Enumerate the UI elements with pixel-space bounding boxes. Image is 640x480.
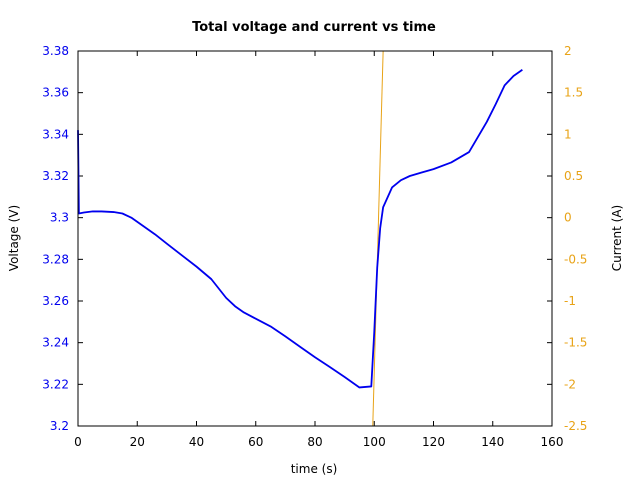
y-tick-label: 3.3	[50, 211, 69, 225]
y-tick-label: 3.38	[42, 44, 69, 58]
y-tick-label: 3.24	[42, 336, 69, 350]
y2-tick-label: -0.5	[564, 252, 587, 266]
y-tick-label: 3.32	[42, 169, 69, 183]
y2-tick-label: 0.5	[564, 169, 583, 183]
x-tick-label: 20	[130, 435, 145, 449]
plot-frame	[77, 50, 553, 427]
y-tick-label: 3.34	[42, 127, 69, 141]
y2-tick-label: 1	[564, 127, 572, 141]
y-axis-ticks: 3.2 3.22 3.24 3.26 3.28 3.3 3.32 3.34 3.36 3.38	[42, 44, 83, 433]
y-axis-label: Voltage (V)	[7, 205, 21, 271]
y2-tick-label: 2	[564, 44, 572, 58]
x-axis-ticks: 0 20 40 60 80 100 120 140 160	[74, 51, 563, 449]
y-tick-label: 3.28	[42, 252, 69, 266]
y2-tick-label: 0	[564, 211, 572, 225]
x-tick-label: 80	[307, 435, 322, 449]
y-tick-label: 3.2	[50, 419, 69, 433]
x-tick-label: 120	[422, 435, 445, 449]
y2-tick-label: -2.5	[564, 419, 587, 433]
voltage-line	[77, 69, 523, 389]
x-tick-label: 0	[74, 435, 82, 449]
chart-title: Total voltage and current vs time	[192, 20, 436, 35]
y2-axis-ticks: -2.5 -2 -1.5 -1 -0.5 0 0.5 1 1.5 2	[547, 44, 587, 433]
x-tick-label: 60	[248, 435, 263, 449]
y2-tick-label: 1.5	[564, 86, 583, 100]
y-tick-label: 3.26	[42, 294, 69, 308]
x-tick-label: 160	[541, 435, 564, 449]
y-tick-label: 3.22	[42, 377, 69, 391]
x-axis-label: time (s)	[291, 462, 338, 476]
x-tick-label: 100	[363, 435, 386, 449]
x-tick-label: 40	[189, 435, 204, 449]
current-line	[372, 50, 384, 427]
y-tick-label: 3.36	[42, 86, 69, 100]
y2-tick-label: -1.5	[564, 336, 587, 350]
plot-lines	[77, 50, 523, 427]
y2-axis-label: Current (A)	[610, 205, 624, 271]
y2-tick-label: -2	[564, 377, 576, 391]
x-tick-label: 140	[481, 435, 504, 449]
y2-tick-label: -1	[564, 294, 576, 308]
